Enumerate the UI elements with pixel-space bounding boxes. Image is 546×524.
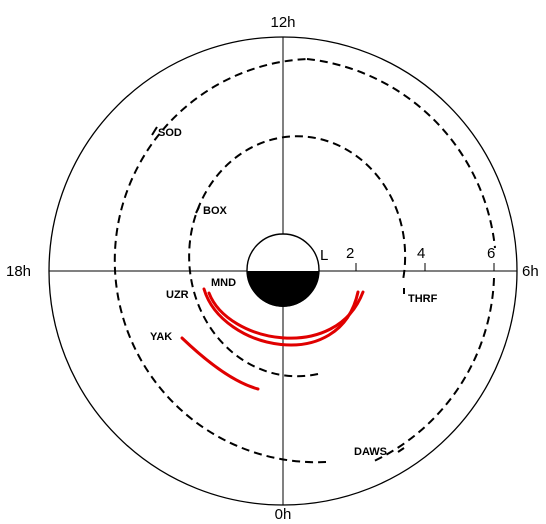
station-label-uzr: UZR bbox=[166, 289, 189, 301]
station-label-box: BOX bbox=[203, 205, 228, 217]
box-tick bbox=[195, 206, 200, 214]
dashed-circle-large bbox=[113, 58, 327, 464]
earth-night-side bbox=[247, 271, 319, 307]
time-label-0h: 0h bbox=[275, 506, 292, 523]
scale-label-6: 6 bbox=[487, 245, 495, 262]
red-arc-mnd bbox=[207, 290, 365, 340]
station-label-sod: SOD bbox=[158, 127, 182, 139]
time-label-6h: 6h bbox=[522, 263, 539, 280]
scale-label-4: 4 bbox=[417, 245, 425, 262]
station-label-daws: DAWS bbox=[354, 446, 387, 458]
station-label-mnd: MND bbox=[211, 277, 236, 289]
scale-label-2: 2 bbox=[346, 245, 354, 262]
station-label-yak: YAK bbox=[150, 331, 172, 343]
dashed-circle-medium bbox=[188, 135, 407, 378]
daws-tick bbox=[397, 447, 405, 453]
dashed-arc-large-lower-right bbox=[371, 277, 495, 463]
scale-label-l: L bbox=[320, 247, 328, 264]
dashed-arc-large-top-right bbox=[306, 58, 496, 249]
time-label-12h: 12h bbox=[270, 14, 295, 31]
station-label-thrf: THRF bbox=[408, 293, 438, 305]
red-arc-yak bbox=[180, 336, 260, 391]
time-label-18h: 18h bbox=[6, 263, 31, 280]
sod-tick bbox=[151, 126, 158, 136]
